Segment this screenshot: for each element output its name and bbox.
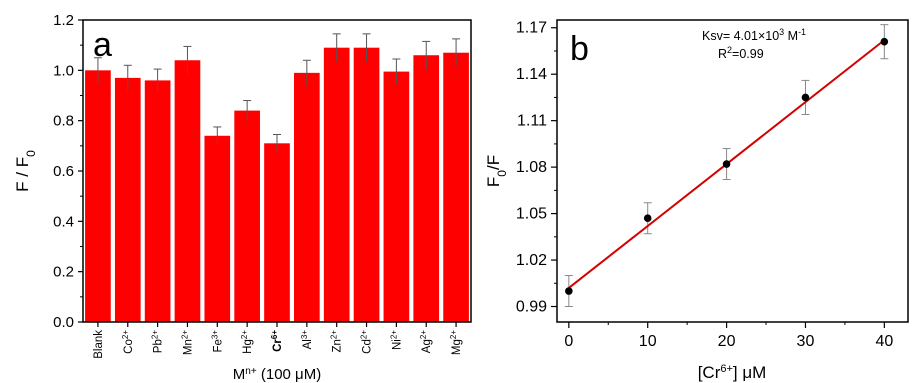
bar [264, 143, 290, 322]
x-tick-label: Co2+ [120, 330, 135, 354]
y-axis-title: F / F0 [13, 150, 38, 192]
y-axis: 0.0 0.2 0.4 0.6 0.8 1.0 1.2 [53, 12, 83, 331]
ksv-annotation: Ksv= 4.01×103 M-1 [702, 27, 806, 43]
x-tick-label: 0 [564, 333, 573, 350]
y-axis: 0.99 1.02 1.05 1.08 1.11 1.14 1.17 [516, 20, 557, 316]
data-point [801, 93, 810, 102]
data-point [880, 37, 889, 46]
data-point [643, 214, 652, 223]
panel-label: b [570, 30, 589, 68]
data-point [722, 160, 731, 168]
x-tick-label: Al3+ [299, 330, 314, 350]
bar [383, 71, 410, 322]
y-tick-label: 1.2 [53, 12, 74, 29]
bar [294, 72, 320, 322]
x-tick-label: Hg2+ [240, 330, 255, 354]
x-tick-label: Pb2+ [150, 330, 165, 354]
x-axis-title: Mn+ (100 μM) [233, 366, 321, 383]
x-tick-label: 30 [797, 333, 815, 350]
x-tick-label: Mg2+ [449, 330, 464, 355]
y-tick-label: 0.4 [53, 213, 74, 230]
y-tick-label: 0.8 [53, 113, 74, 130]
scatter-chart-panel: 0.99 1.02 1.05 1.08 1.11 1.14 1.17 0 10 20 30 40 b… [484, 19, 909, 382]
bar [144, 80, 171, 323]
x-tick-label: Ni2+ [389, 330, 404, 350]
panel-label: a [93, 26, 112, 64]
x-axis: 0 10 20 30 40 [564, 322, 893, 350]
x-tick-label: 10 [639, 333, 657, 350]
bar [204, 135, 231, 322]
bar [174, 60, 201, 323]
x-axis-title: [Cr6+] μM [698, 363, 767, 382]
plot-frame [556, 19, 909, 323]
bar [85, 70, 111, 322]
error-bar-series [93, 33, 461, 153]
bar [413, 55, 440, 322]
x-tick-label: Ag2+ [419, 330, 434, 354]
y-tick-label: 1.11 [517, 113, 547, 130]
y-axis-title: F0/F [484, 155, 509, 187]
y-tick-label: 0.2 [53, 264, 74, 281]
x-tick-label: Cd2+ [359, 330, 374, 354]
x-tick-label: 40 [875, 333, 893, 350]
x-tick-label: Zn2+ [329, 330, 344, 353]
data-point [565, 287, 573, 295]
y-tick-label: 0.99 [516, 299, 547, 316]
y-tick-label: 0.6 [53, 163, 74, 180]
x-axis: Blank Co2+ Pb2+ Mn2+ Fe3+ Hg2+ Cr6+ Al3+ Zn2+ Cd2… [93, 322, 463, 359]
data-point-series [565, 37, 889, 295]
bar [114, 77, 141, 322]
bar [443, 52, 469, 322]
y-tick-label: 1.0 [53, 62, 74, 79]
bar [353, 47, 380, 322]
y-tick-label: 1.17 [516, 20, 547, 37]
y-tick-label: 1.05 [516, 206, 547, 223]
r-squared-annotation: R2=0.99 [718, 45, 764, 61]
bar [323, 47, 350, 322]
x-tick-label: 20 [718, 333, 736, 350]
y-tick-label: 1.02 [516, 252, 547, 269]
bar [234, 110, 260, 322]
y-tick-label: 1.14 [516, 66, 547, 83]
bar-chart-panel: 0.0 0.2 0.4 0.6 0.8 1.0 1.2 Blank Co2+ Pb2+ Mn2+ F… [13, 12, 472, 383]
bar-series [85, 47, 469, 323]
x-tick-label: Blank [93, 330, 105, 359]
y-tick-label: 1.08 [516, 159, 547, 176]
x-tick-label: Fe3+ [210, 330, 225, 353]
x-tick-label: Cr6+ [270, 330, 285, 352]
y-tick-label: 0.0 [53, 314, 74, 331]
x-tick-label: Mn2+ [180, 330, 195, 355]
